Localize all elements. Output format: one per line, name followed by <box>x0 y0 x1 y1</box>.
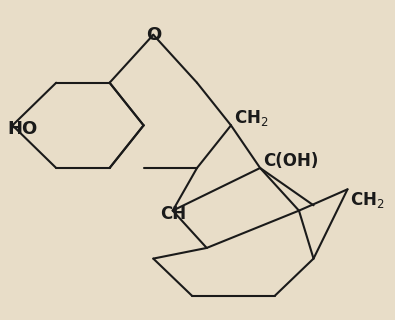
Text: CH$_2$: CH$_2$ <box>234 108 269 128</box>
Text: C(OH): C(OH) <box>263 152 318 170</box>
Text: CH$_2$: CH$_2$ <box>350 190 385 210</box>
Text: HO: HO <box>8 120 38 138</box>
Text: CH: CH <box>160 205 186 223</box>
Text: O: O <box>146 26 161 44</box>
